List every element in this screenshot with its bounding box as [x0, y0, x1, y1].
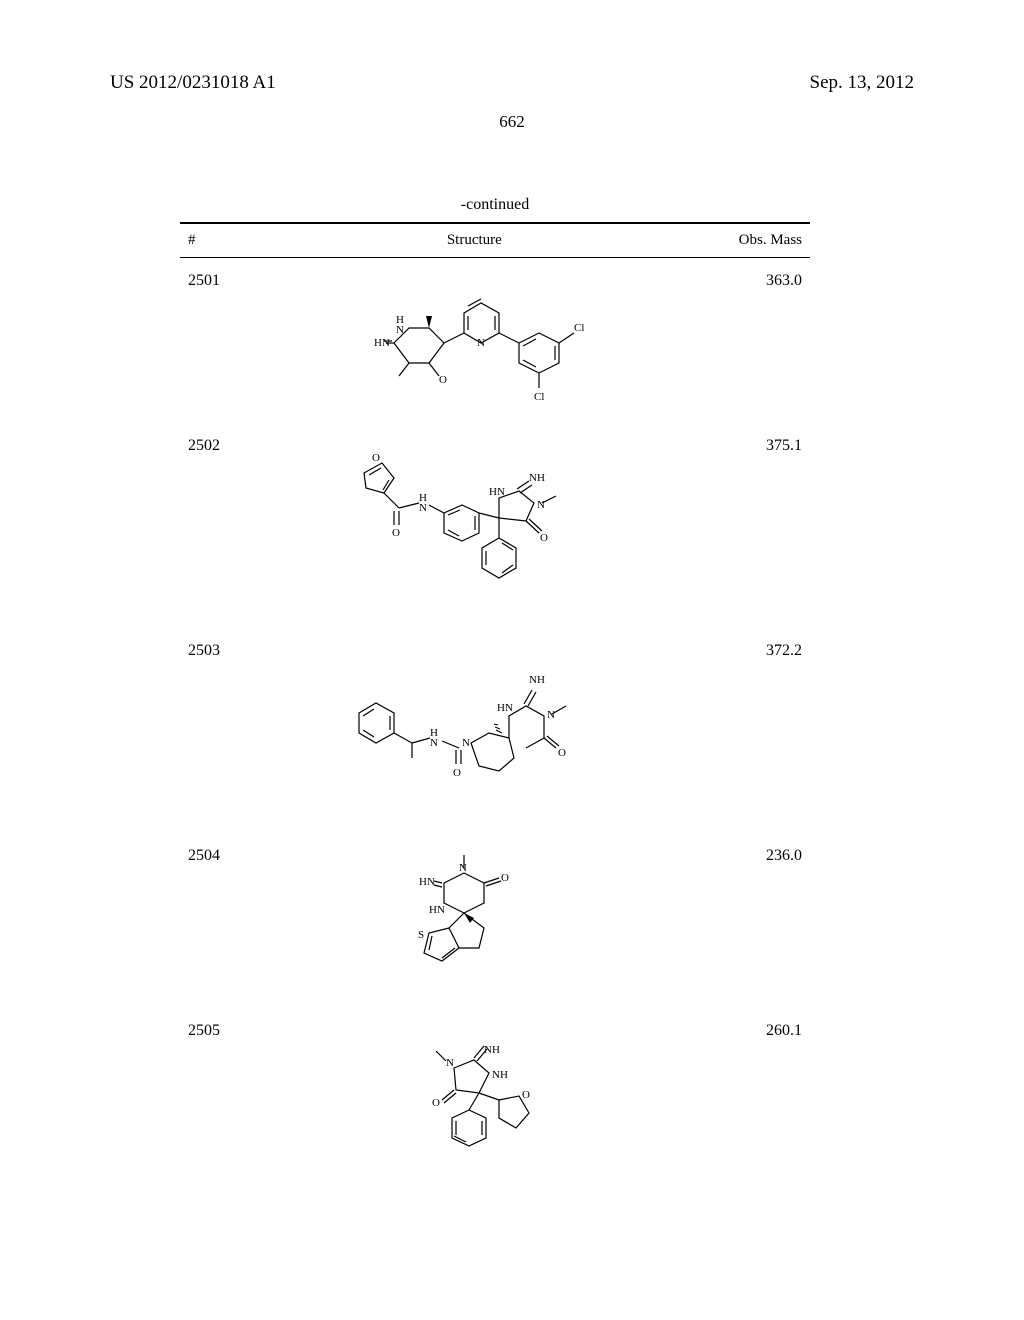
svg-text:HN: HN: [429, 904, 445, 916]
table-caption: -continued: [180, 196, 810, 214]
chemical-structure-2503: H N O N: [334, 638, 614, 823]
compound-structure: N NH NH O: [252, 1008, 696, 1193]
svg-text:N: N: [419, 502, 427, 514]
svg-text:N: N: [430, 737, 438, 749]
svg-text:N: N: [547, 709, 555, 721]
table-row: 2502 O: [180, 423, 810, 628]
compound-number: 2502: [180, 423, 252, 628]
table-row: 2505 N NH NH: [180, 1008, 810, 1193]
compound-structure: HN N O HN: [252, 833, 696, 1008]
svg-text:HN: HN: [419, 876, 435, 888]
compound-mass: 236.0: [696, 833, 810, 1008]
svg-text:NH: NH: [529, 674, 545, 686]
svg-text:N: N: [459, 862, 467, 874]
svg-text:S: S: [418, 929, 424, 941]
compound-number: 2501: [180, 258, 252, 424]
svg-text:N: N: [462, 737, 470, 749]
svg-text:N: N: [446, 1057, 454, 1069]
chemical-structure-2502: O O H N: [334, 433, 614, 618]
compound-table: # Structure Obs. Mass 2501 O: [180, 222, 810, 1193]
column-header-structure: Structure: [252, 223, 696, 258]
svg-text:N: N: [396, 324, 404, 336]
compound-mass: 260.1: [696, 1008, 810, 1193]
svg-text:O: O: [453, 767, 461, 779]
svg-text:O: O: [501, 872, 509, 884]
table-row: 2503: [180, 628, 810, 833]
page-header: US 2012/0231018 A1 Sep. 13, 2012: [0, 72, 1024, 94]
compound-table-container: -continued # Structure Obs. Mass 2501: [180, 196, 810, 1193]
compound-number: 2504: [180, 833, 252, 1008]
svg-text:Cl: Cl: [574, 322, 584, 334]
svg-text:O: O: [392, 527, 400, 539]
document-date: Sep. 13, 2012: [810, 72, 915, 94]
compound-structure: H N O N: [252, 628, 696, 833]
svg-text:O: O: [558, 747, 566, 759]
svg-text:O: O: [540, 532, 548, 544]
svg-text:Cl: Cl: [534, 391, 544, 403]
svg-text:HN: HN: [497, 702, 513, 714]
table-row: 2501 O HN: [180, 258, 810, 424]
compound-structure: O O H N: [252, 423, 696, 628]
column-header-number: #: [180, 223, 252, 258]
svg-text:NH: NH: [529, 472, 545, 484]
table-header-row: # Structure Obs. Mass: [180, 223, 810, 258]
compound-number: 2503: [180, 628, 252, 833]
svg-text:HN: HN: [489, 486, 505, 498]
compound-mass: 372.2: [696, 628, 810, 833]
chemical-structure-2501: O HN H N: [344, 268, 604, 413]
svg-text:O: O: [432, 1097, 440, 1109]
chemical-structure-2504: HN N O HN: [374, 843, 574, 998]
compound-mass: 363.0: [696, 258, 810, 424]
svg-text:N: N: [477, 337, 485, 349]
chemical-structure-2505: N NH NH O: [374, 1018, 574, 1183]
compound-number: 2505: [180, 1008, 252, 1193]
svg-text:N: N: [537, 499, 545, 511]
compound-mass: 375.1: [696, 423, 810, 628]
column-header-mass: Obs. Mass: [696, 223, 810, 258]
page-number: 662: [0, 112, 1024, 132]
svg-text:O: O: [439, 374, 447, 386]
compound-structure: O HN H N: [252, 258, 696, 424]
svg-text:NH: NH: [492, 1069, 508, 1081]
table-row: 2504 HN N: [180, 833, 810, 1008]
svg-text:O: O: [372, 452, 380, 464]
svg-text:O: O: [522, 1089, 530, 1101]
document-number: US 2012/0231018 A1: [110, 72, 276, 94]
